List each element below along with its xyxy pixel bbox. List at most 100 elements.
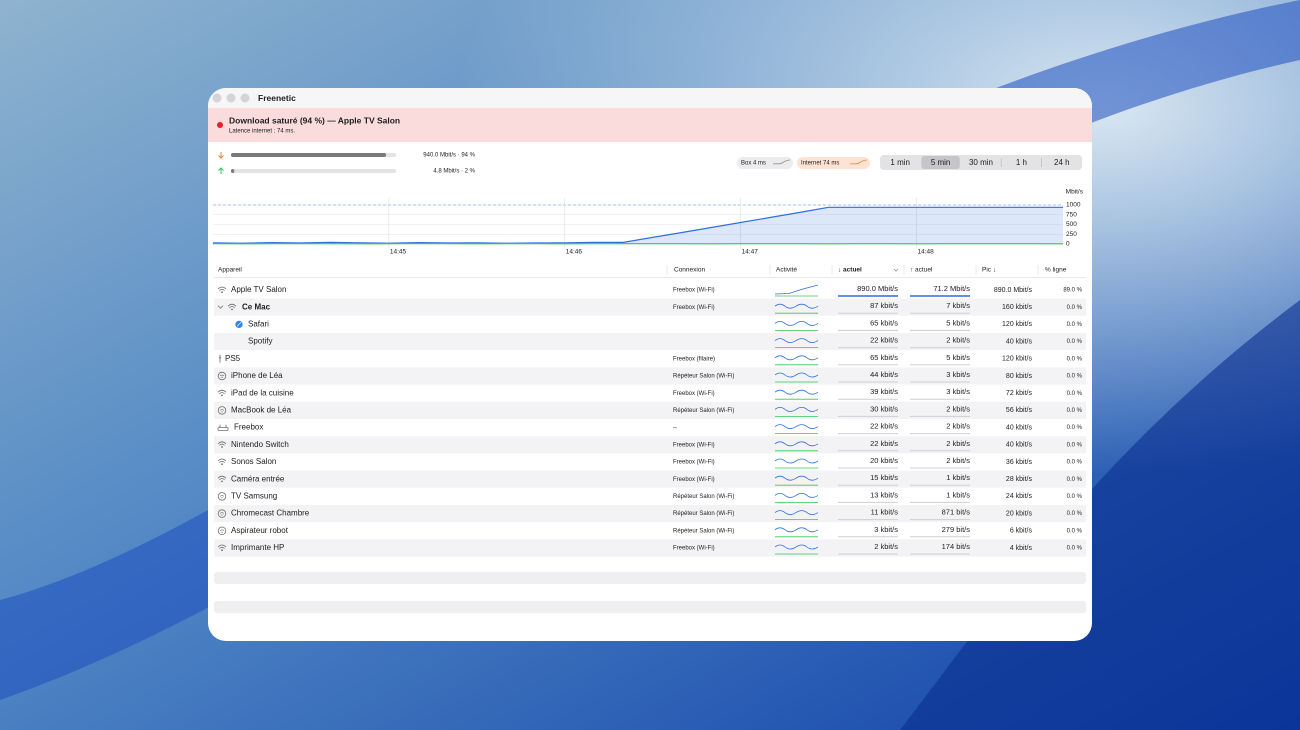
table-row[interactable]: [214, 522, 1086, 540]
share: 0.0 %: [1067, 374, 1083, 380]
rate-down: 22 kbit/s: [870, 422, 898, 431]
column-header[interactable]: Appareil: [218, 267, 242, 274]
share: 0.0 %: [1067, 305, 1083, 311]
repeater-wave: [219, 374, 225, 377]
share: 0.0 %: [1067, 391, 1083, 397]
rate-up: 2 kbit/s: [946, 336, 970, 345]
connection: Freebox (filaire): [673, 356, 715, 362]
device-name: Chromecast Chambre: [231, 509, 310, 518]
wifi-icon: [217, 441, 227, 446]
table-row[interactable]: [214, 436, 1086, 454]
connection: Répéteur Salon (Wi-Fi): [673, 494, 734, 500]
segment-label[interactable]: 1 h: [1016, 158, 1027, 167]
peak: 80 kbit/s: [1006, 373, 1033, 380]
table-header: [214, 263, 1086, 277]
share: 0.0 %: [1067, 460, 1083, 466]
rate-up: 871 bit/s: [942, 508, 971, 517]
rate-down: 39 kbit/s: [870, 387, 898, 396]
column-header[interactable]: % ligne: [1045, 267, 1067, 274]
segment-label[interactable]: 5 min: [931, 158, 951, 167]
wifi-icon: [217, 544, 227, 549]
repeater-wave: [219, 512, 225, 514]
rate-down: 30 kbit/s: [870, 404, 898, 413]
table-row[interactable]: [214, 539, 1086, 557]
device-name: Imprimante HP: [231, 543, 284, 552]
rate-up: 2 kbit/s: [946, 404, 970, 413]
column-header[interactable]: Activité: [776, 267, 797, 274]
repeater-wave: [219, 495, 225, 497]
table-row[interactable]: [214, 384, 1086, 402]
download-arrow: [218, 152, 224, 159]
table-row[interactable]: [214, 315, 1086, 333]
segment-label[interactable]: 24 h: [1054, 158, 1070, 167]
table-row[interactable]: [214, 367, 1086, 385]
segment-selected: [921, 156, 960, 169]
row-icon: [217, 371, 227, 381]
wifi-dot: [221, 446, 223, 448]
close-button[interactable]: [212, 93, 222, 103]
repeater-ring: [217, 526, 227, 535]
disclosure-chevron[interactable]: [217, 305, 224, 309]
segment-label[interactable]: 1 min: [890, 158, 910, 167]
peak: 20 kbit/s: [1006, 510, 1033, 517]
table-row[interactable]: [214, 401, 1086, 419]
connection: Freebox (Wi-Fi): [673, 288, 715, 294]
share: 0.0 %: [1067, 477, 1083, 483]
share: 89.0 %: [1063, 288, 1082, 294]
connection: Freebox (Wi-Fi): [673, 305, 715, 311]
rate-up: 71.2 Mbit/s: [933, 284, 970, 293]
segment-label[interactable]: 30 min: [969, 158, 993, 167]
wifi-dot: [221, 463, 223, 466]
table-row[interactable]: [214, 505, 1086, 523]
sort-chevron: [893, 268, 899, 272]
connection: Répéteur Salon (Wi-Fi): [673, 528, 734, 534]
alert-detail: Latence internet : 74 ms.: [229, 129, 295, 135]
peak: 120 kbit/s: [1002, 356, 1032, 363]
rate-up: 2 kbit/s: [946, 456, 970, 465]
table-row[interactable]: [214, 453, 1086, 471]
table-row[interactable]: [214, 350, 1086, 368]
activity-sparkline: [774, 510, 819, 515]
row-icon: [217, 509, 227, 518]
table-row[interactable]: [214, 281, 1086, 299]
rate-down: 15 kbit/s: [870, 473, 898, 482]
activity-sparkline: [774, 303, 819, 309]
rate-up: 2 kbit/s: [946, 422, 970, 431]
rate-up: 5 kbit/s: [946, 318, 970, 327]
row-icon: [217, 526, 227, 535]
column-header[interactable]: Pic ↓: [982, 267, 996, 274]
column-header[interactable]: ↑ actuel: [910, 267, 933, 274]
row-icon: [217, 458, 227, 466]
rate-down: 2 kbit/s: [874, 542, 898, 551]
table-row[interactable]: [214, 419, 1086, 437]
row-icon: [219, 354, 221, 363]
activity-sparkline: [774, 458, 819, 464]
window-title: Freenetic: [258, 93, 296, 103]
peak: 40 kbit/s: [1006, 442, 1033, 449]
table-row[interactable]: [214, 487, 1086, 505]
peak: 890.0 Mbit/s: [994, 287, 1033, 294]
title-bar: [208, 88, 1092, 108]
row-icon: [217, 389, 227, 397]
table-row[interactable]: [214, 298, 1086, 316]
rate-down: 65 kbit/s: [870, 318, 898, 327]
repeater-ring: [217, 406, 227, 415]
row-icon: [217, 424, 229, 432]
minimize-button[interactable]: [226, 93, 236, 103]
activity-sparkline: [774, 321, 819, 326]
table-row[interactable]: [214, 333, 1086, 351]
device-name: Freebox: [234, 423, 263, 432]
y-tick-label: 750: [1066, 211, 1077, 218]
connection: Freebox (Wi-Fi): [673, 391, 715, 397]
column-header[interactable]: ↓ actuel: [838, 267, 862, 274]
share: 0.0 %: [1067, 494, 1083, 500]
column-header[interactable]: Connexion: [674, 267, 705, 274]
share: 0.0 %: [1067, 528, 1083, 534]
device-name: PS5: [225, 354, 241, 363]
peak: 40 kbit/s: [1006, 338, 1033, 345]
zoom-button[interactable]: [240, 93, 250, 103]
rate-down: 44 kbit/s: [870, 370, 898, 379]
alert-banner: [208, 108, 1092, 142]
table-row[interactable]: [214, 470, 1086, 488]
peak: 4 kbit/s: [1010, 545, 1033, 552]
